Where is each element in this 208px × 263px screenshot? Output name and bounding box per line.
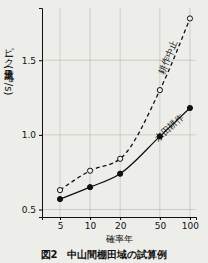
x-tick: 10 [85, 217, 97, 231]
y-tick: 1.0 [22, 130, 42, 140]
grid [42, 8, 196, 217]
chart-title: 図2 中山間棚田域の試算例 [41, 249, 168, 260]
x-tick: 5 [58, 217, 64, 231]
y-axis-line [39, 9, 43, 218]
x-tick-mark [90, 217, 91, 220]
y-axis-title: ピーク流出量 (m³/s) [2, 40, 14, 95]
data-point [57, 188, 62, 193]
grid-line [120, 8, 121, 217]
x-tick-mark [120, 217, 121, 220]
grid-line [159, 8, 160, 217]
y-tick: 1.5 [22, 56, 42, 66]
y-tick-mark [39, 210, 42, 211]
grid-line [42, 60, 196, 61]
grid-line [60, 8, 61, 217]
x-tick: 20 [115, 217, 127, 231]
x-tick-mark [60, 217, 61, 220]
data-point [87, 185, 92, 190]
y-tick-mark [39, 60, 42, 61]
x-axis-title: 確率年 [105, 234, 133, 244]
y-tick-label: 1.5 [22, 56, 36, 66]
data-point [118, 156, 123, 161]
y-tick-label: 0.5 [22, 205, 36, 215]
x-tick: 50 [155, 217, 167, 231]
grid-line [42, 134, 196, 135]
x-tick-mark [190, 217, 191, 220]
x-axis: 5 10 20 50 100 [43, 217, 200, 231]
y-tick-label: 1.0 [22, 130, 37, 140]
y-tick-mark [39, 135, 42, 136]
data-point [187, 105, 192, 110]
series-label: 耕作中止 [156, 38, 179, 75]
plot-area [57, 16, 192, 202]
x-tick-label: 20 [115, 221, 127, 231]
data-point [57, 196, 62, 201]
x-tick-label: 50 [155, 221, 167, 231]
x-tick-mark [160, 217, 161, 220]
series-line [60, 108, 190, 199]
data-point [118, 171, 123, 176]
chart: 5 10 20 50 100 0.5 1.0 1.5 耕作中止水田耕作確率年図2 中山間棚田域の… [0, 0, 208, 263]
x-tick-label: 10 [85, 221, 97, 231]
data-point [87, 168, 92, 173]
x-axis-line [43, 218, 197, 221]
data-point [157, 88, 162, 93]
grid-line [42, 209, 196, 210]
series-line [60, 18, 190, 190]
x-tick: 100 [182, 217, 199, 231]
data-point [187, 16, 192, 21]
x-tick-label: 100 [182, 221, 199, 231]
grid-line [189, 8, 190, 217]
series-label: 水田耕作 [153, 112, 186, 144]
y-axis: 0.5 1.0 1.5 [22, 9, 43, 218]
x-tick-label: 5 [58, 221, 64, 231]
y-tick: 0.5 [22, 205, 42, 215]
